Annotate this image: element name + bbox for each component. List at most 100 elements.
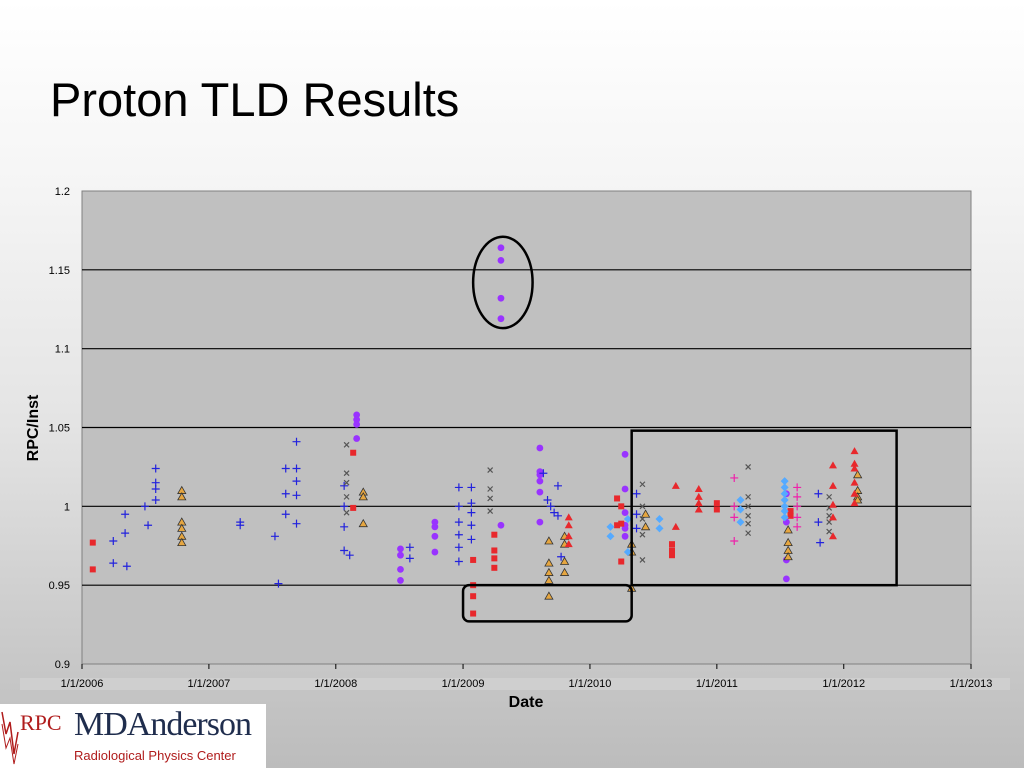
data-point (431, 523, 439, 531)
data-point (745, 503, 752, 510)
data-point (236, 521, 245, 530)
data-point (787, 512, 794, 519)
data-point (487, 486, 494, 492)
data-point (431, 518, 439, 526)
data-point (536, 477, 544, 485)
x-tick-label: 1/1/2007 (187, 678, 230, 690)
data-point (828, 513, 837, 521)
x-tick-label: 1/1/2009 (442, 678, 485, 690)
data-point (343, 441, 350, 448)
data-point (470, 556, 477, 563)
data-point (397, 545, 404, 553)
data-point (623, 548, 632, 557)
data-point (467, 535, 476, 544)
data-point (639, 557, 646, 563)
data-point (281, 464, 290, 473)
data-point (780, 502, 789, 511)
x-tick-label: 1/1/2010 (569, 678, 612, 690)
data-point (713, 500, 720, 507)
data-point (793, 513, 802, 522)
y-tick-label: 0.9 (55, 659, 70, 671)
data-point (694, 492, 703, 500)
data-point (487, 495, 494, 502)
data-point (730, 473, 739, 482)
data-point (358, 492, 368, 501)
data-point (397, 566, 404, 573)
data-point (281, 510, 290, 519)
data-point (713, 506, 720, 513)
data-point (491, 531, 498, 538)
x-tick-label: 1/1/2012 (822, 678, 865, 690)
rpc-letters: RPC (20, 710, 62, 735)
data-point (497, 521, 505, 529)
data-point (639, 503, 646, 510)
data-point (431, 548, 439, 556)
data-point (405, 554, 414, 563)
data-point (793, 483, 802, 492)
data-point (745, 493, 752, 500)
data-point (292, 437, 301, 446)
data-point (782, 575, 790, 583)
data-point (828, 481, 837, 489)
data-point (536, 518, 544, 526)
data-point (544, 567, 554, 576)
data-point (340, 481, 349, 490)
data-point (793, 492, 802, 501)
x-tick-label: 1/1/2013 (950, 678, 993, 690)
data-point (694, 505, 703, 513)
center-name: Radiological Physics Center (74, 748, 236, 763)
data-point (632, 510, 641, 519)
data-point (787, 508, 794, 515)
data-point (564, 532, 573, 540)
data-point (470, 593, 477, 600)
data-point (618, 520, 625, 527)
data-point (780, 507, 789, 516)
data-point (557, 552, 566, 561)
data-point (292, 491, 301, 500)
data-point (745, 463, 752, 470)
data-point (780, 477, 789, 486)
data-point (564, 513, 573, 521)
data-point (828, 461, 837, 469)
data-point (669, 547, 676, 554)
data-point (546, 502, 555, 511)
data-point (343, 479, 350, 486)
data-point (783, 537, 793, 546)
institution-name: MDAnderson (74, 706, 252, 743)
data-point (671, 522, 680, 530)
data-point (543, 496, 552, 505)
y-tick-label: 1.1 (55, 344, 70, 356)
data-point (828, 500, 837, 508)
data-point (89, 539, 96, 546)
data-point (487, 508, 494, 514)
data-point (487, 467, 494, 473)
data-point (350, 449, 357, 456)
rpc-mdanderson-logo: RPC MDAnderson Radiological Physics Cent… (0, 704, 266, 768)
data-point (780, 496, 789, 505)
data-point (539, 469, 548, 478)
data-point (632, 524, 641, 533)
x-tick-label: 1/1/2008 (314, 678, 357, 690)
data-point (553, 511, 562, 520)
data-point (614, 495, 621, 502)
y-tick-label: 1.15 (49, 265, 70, 277)
x-tick-label: 1/1/2011 (696, 678, 738, 690)
data-point (736, 505, 745, 514)
data-point (793, 522, 802, 531)
data-point (639, 481, 646, 488)
data-point (431, 532, 439, 540)
data-point (151, 496, 160, 505)
data-point (340, 546, 349, 555)
data-point (816, 538, 825, 547)
data-point (497, 294, 505, 302)
data-point (497, 244, 505, 252)
data-point (793, 502, 802, 511)
data-point (405, 543, 414, 552)
y-tick-label: 1.05 (49, 423, 70, 435)
data-point (491, 564, 498, 571)
logo-wave-graphic (1, 711, 19, 765)
data-point (621, 509, 629, 517)
data-point (828, 532, 837, 540)
data-point (814, 518, 823, 527)
data-point (177, 537, 187, 546)
